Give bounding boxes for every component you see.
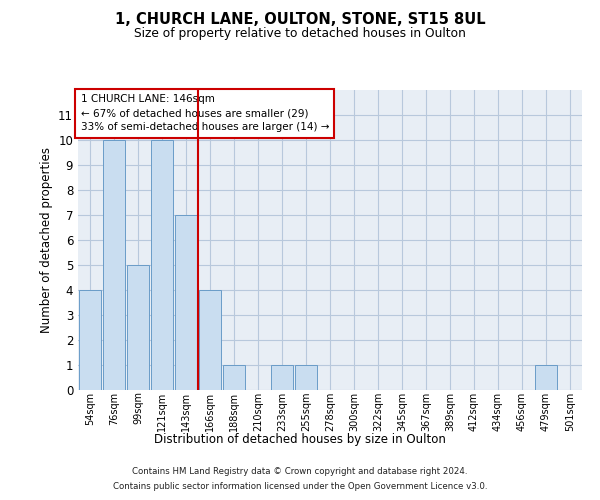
Text: Size of property relative to detached houses in Oulton: Size of property relative to detached ho… [134, 28, 466, 40]
Bar [223, 365, 245, 390]
Bar [127, 265, 149, 390]
Bar [79, 290, 101, 390]
Bar [175, 215, 197, 390]
Y-axis label: Number of detached properties: Number of detached properties [40, 147, 53, 333]
Bar [535, 365, 557, 390]
Text: Distribution of detached houses by size in Oulton: Distribution of detached houses by size … [154, 432, 446, 446]
Bar [295, 365, 317, 390]
Text: Contains HM Land Registry data © Crown copyright and database right 2024.: Contains HM Land Registry data © Crown c… [132, 467, 468, 476]
Text: 1, CHURCH LANE, OULTON, STONE, ST15 8UL: 1, CHURCH LANE, OULTON, STONE, ST15 8UL [115, 12, 485, 28]
Text: Contains public sector information licensed under the Open Government Licence v3: Contains public sector information licen… [113, 482, 487, 491]
Bar [199, 290, 221, 390]
Bar [103, 140, 125, 390]
Text: 1 CHURCH LANE: 146sqm
← 67% of detached houses are smaller (29)
33% of semi-deta: 1 CHURCH LANE: 146sqm ← 67% of detached … [80, 94, 329, 132]
Bar [271, 365, 293, 390]
Bar [151, 140, 173, 390]
